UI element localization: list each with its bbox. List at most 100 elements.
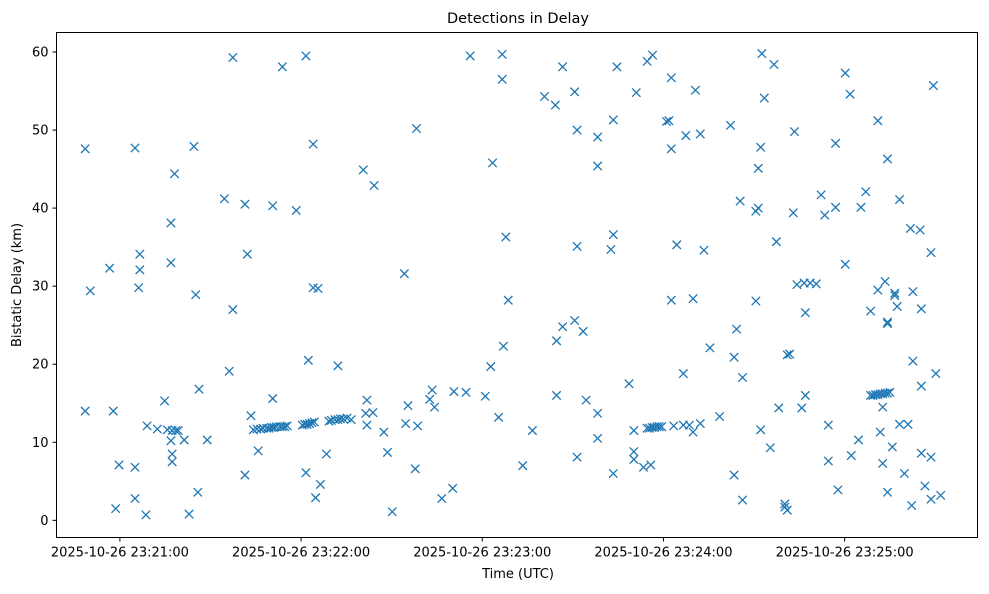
data-point-marker [313,283,323,294]
data-point-marker [308,139,318,149]
data-point-marker [666,144,676,154]
data-point-marker [410,464,420,474]
data-point-marker [301,468,311,478]
data-point-marker [840,259,850,269]
data-point-marker [152,424,163,434]
data-point-marker [926,494,936,504]
data-point-marker [908,286,918,297]
data-point-marker [782,350,792,360]
data-point-marker [425,394,435,405]
data-point-marker [228,304,238,315]
data-point-marker [191,290,201,300]
data-point-marker [880,276,890,287]
data-point-marker [240,199,250,209]
data-point-marker [194,384,204,394]
data-point-marker [845,89,855,99]
data-point-marker [497,49,507,60]
data-point-marker [578,326,588,337]
x-axis-ticks: 2025-10-26 23:21:00 2025-10-26 23:22:00 20… [51,537,914,561]
data-point-marker [800,308,811,318]
data-point-marker [253,446,263,456]
data-markers [80,48,946,520]
data-point-marker [678,368,689,379]
data-point-marker [878,458,888,469]
data-point-marker [780,499,790,509]
data-point-marker [878,402,888,412]
data-point-marker [797,403,807,413]
y-tick-label: 20 [32,358,49,373]
data-point-marker [681,130,691,141]
data-point-marker [518,461,528,471]
data-point-marker [690,85,701,95]
data-point-marker [303,355,314,365]
data-point-marker [638,462,649,472]
data-point-marker [608,115,618,125]
data-point-marker [669,421,679,431]
data-point-marker [782,505,792,515]
data-point-marker [606,244,616,255]
data-point-marker [315,479,326,490]
data-point-marker [486,361,496,372]
plot-area-frame [56,32,978,538]
x-tick-label: 2025-10-26 23:24:00 [594,546,732,561]
data-point-marker [193,487,203,497]
y-tick-label: 0 [40,514,48,529]
data-point-marker [242,249,253,259]
data-point-marker [362,420,372,430]
data-point-marker [916,304,926,314]
data-point-marker [387,507,397,517]
data-point-marker [647,50,658,60]
data-point-marker [608,229,618,240]
data-point-marker [661,116,672,127]
data-point-marker [853,435,864,445]
data-point-marker [916,448,926,458]
data-point-marker [166,436,176,446]
data-point-marker [277,62,288,72]
data-point-marker [811,279,821,289]
data-point-marker [572,241,582,252]
data-point-marker [448,483,458,493]
data-point-marker [493,412,504,422]
data-point-marker [498,341,509,351]
data-point-marker [379,427,389,437]
data-point-marker [333,361,343,371]
y-tick-label: 60 [32,46,49,61]
data-point-marker [551,336,562,346]
data-point-marker [184,509,194,519]
data-point-marker [539,91,550,102]
data-point-marker [167,457,177,467]
data-point-marker [592,161,603,171]
data-point-marker [856,202,866,212]
data-point-marker [280,422,290,432]
data-point-marker [631,87,641,98]
data-point-marker [497,74,507,84]
data-point-marker [861,187,871,197]
data-point-marker [581,395,591,405]
chart-title: Detections in Delay [447,11,589,27]
data-point-marker [699,245,709,255]
data-point-marker [551,390,562,401]
data-point-marker [931,368,941,379]
data-point-marker [382,447,393,458]
data-point-marker [737,372,748,383]
data-point-marker [189,141,199,152]
data-point-marker [338,414,349,424]
data-point-marker [291,205,301,216]
data-point-marker [501,232,511,242]
data-point-marker [666,73,676,83]
data-point-marker [321,449,332,459]
data-point-marker [403,400,413,411]
data-point-marker [785,349,795,359]
data-point-marker [735,196,745,206]
data-point-marker [108,406,118,416]
data-point-marker [926,247,936,258]
x-tick-label: 2025-10-26 23:25:00 [776,546,914,561]
data-point-marker [882,317,893,327]
data-point-marker [85,286,95,296]
data-point-marker [666,295,676,305]
data-point-marker [788,208,798,218]
data-point-marker [756,142,766,152]
data-point-marker [792,279,802,290]
x-tick-label: 2025-10-26 23:22:00 [232,546,370,561]
y-tick-label: 30 [32,280,49,295]
